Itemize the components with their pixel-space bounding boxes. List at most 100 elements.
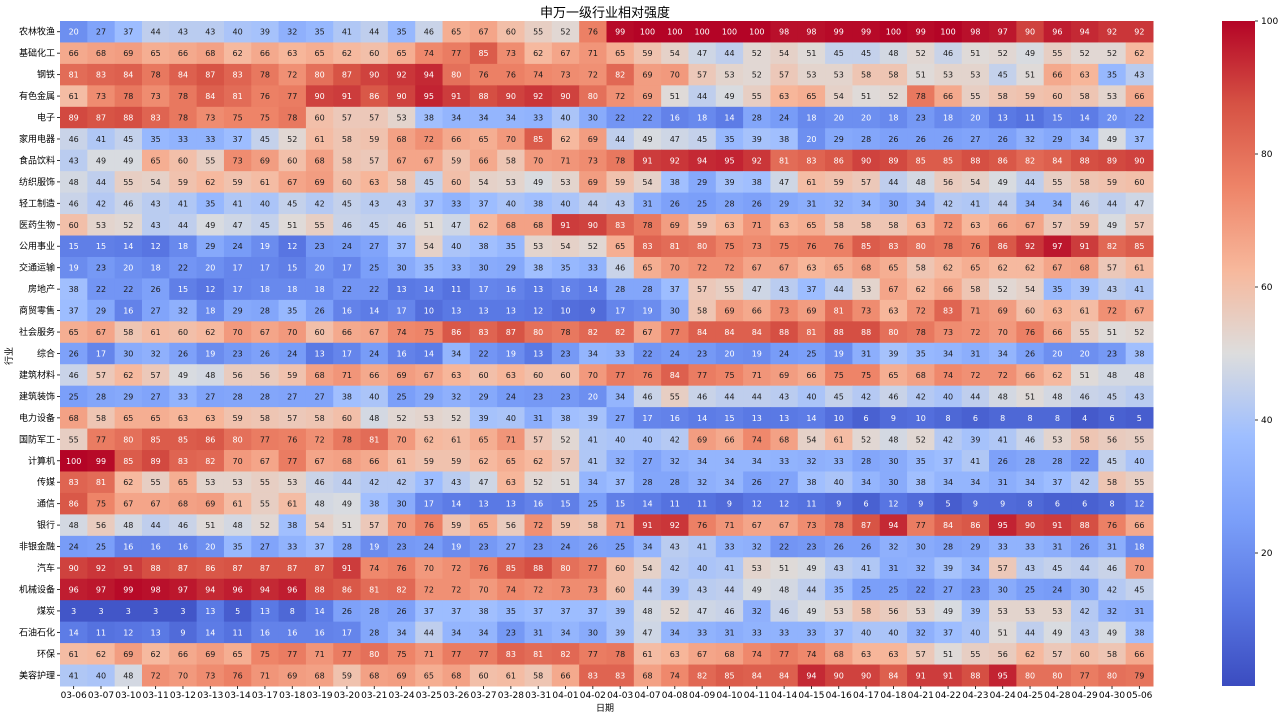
cell-value-label: 89 <box>888 156 898 165</box>
cell-value-label: 62 <box>205 328 215 337</box>
heatmap-cell <box>1016 621 1045 644</box>
heatmap-cell <box>743 214 771 237</box>
cell-value-label: 59 <box>233 414 243 423</box>
cell-value-label: 68 <box>506 221 516 230</box>
heatmap-cell <box>169 214 198 237</box>
cell-value-label: 65 <box>506 457 516 466</box>
heatmap-cell <box>114 364 143 387</box>
cell-value-label: 61 <box>396 457 406 466</box>
cell-value-label: 28 <box>233 392 243 401</box>
heatmap-cell <box>524 450 553 472</box>
cell-value-label: 44 <box>806 585 816 594</box>
heatmap-cell <box>469 471 498 494</box>
cell-value-label: 41 <box>724 564 734 573</box>
heatmap-cell <box>360 321 389 344</box>
heatmap-cell <box>770 63 799 86</box>
heatmap-cell <box>87 171 116 194</box>
heatmap-cell <box>1043 471 1072 494</box>
cell-value-label: 70 <box>396 521 406 530</box>
heatmap-cell <box>196 664 225 687</box>
heatmap-cell <box>852 557 881 580</box>
heatmap-cell <box>524 514 553 537</box>
cell-value-label: 30 <box>1080 585 1090 594</box>
x-tick-label: 03-11 <box>143 691 169 701</box>
y-tick-label: 综合 <box>37 348 55 360</box>
heatmap-cell <box>497 235 526 258</box>
cell-value-label: 45 <box>697 135 707 144</box>
heatmap-cell <box>415 149 444 172</box>
cell-value-label: 44 <box>369 28 379 37</box>
heatmap-cell <box>524 21 553 43</box>
heatmap-cell <box>87 106 116 129</box>
cell-value-label: 9 <box>727 500 732 509</box>
x-tick-label: 04-28 <box>1044 691 1070 701</box>
cell-value-label: 83 <box>615 221 625 230</box>
cell-value-label: 41 <box>861 564 871 573</box>
heatmap-cell <box>387 278 416 301</box>
cell-value-label: 24 <box>233 242 243 251</box>
cell-value-label: 80 <box>451 71 461 80</box>
heatmap-cell <box>633 321 662 344</box>
cell-value-label: 27 <box>506 543 516 552</box>
cell-value-label: 27 <box>287 392 297 401</box>
heatmap-cell <box>961 21 990 43</box>
cell-value-label: 45 <box>342 199 352 208</box>
heatmap-cell <box>1098 214 1127 237</box>
heatmap-cell <box>770 278 799 301</box>
cell-value-label: 20 <box>123 264 133 273</box>
heatmap-cell <box>797 643 826 666</box>
cell-value-label: 40 <box>615 435 625 444</box>
heatmap-cell <box>579 364 607 387</box>
cell-value-label: 77 <box>287 92 297 101</box>
heatmap-cell <box>1098 85 1127 108</box>
heatmap-cell <box>1098 256 1127 279</box>
cell-value-label: 72 <box>724 264 734 273</box>
cell-value-label: 68 <box>533 221 543 230</box>
heatmap-cell <box>606 471 635 494</box>
heatmap-cell <box>743 171 771 194</box>
cell-value-label: 43 <box>1080 628 1090 637</box>
cell-value-label: 69 <box>588 178 598 187</box>
heatmap-cell <box>223 621 252 644</box>
heatmap-cell <box>497 106 526 129</box>
heatmap-cell <box>770 235 799 258</box>
heatmap-cell <box>579 171 607 194</box>
cell-value-label: 58 <box>1080 435 1090 444</box>
cell-value-label: 26 <box>752 199 762 208</box>
heatmap-cell <box>469 557 498 580</box>
heatmap-cell <box>1043 278 1072 301</box>
cell-value-label: 63 <box>724 221 734 230</box>
cell-value-label: 90 <box>560 92 570 101</box>
cell-value-label: 15 <box>69 242 79 251</box>
heatmap-cell <box>825 643 853 666</box>
heatmap-cell <box>114 643 143 666</box>
cell-value-label: 28 <box>670 478 680 487</box>
cell-value-label: 40 <box>943 392 953 401</box>
cell-value-label: 87 <box>205 71 215 80</box>
cell-value-label: 57 <box>369 156 379 165</box>
cell-value-label: 48 <box>888 435 898 444</box>
heatmap-cell <box>661 192 689 215</box>
cell-value-label: 90 <box>69 564 79 573</box>
heatmap-cell <box>497 578 526 601</box>
heatmap-cell <box>1016 106 1045 129</box>
cell-value-label: 55 <box>1052 178 1062 187</box>
cell-value-label: 80 <box>123 435 133 444</box>
heatmap-cell <box>770 535 799 558</box>
heatmap-cell <box>797 535 826 558</box>
cell-value-label: 65 <box>151 414 161 423</box>
heatmap-cell <box>251 492 280 515</box>
cell-value-label: 17 <box>342 264 352 273</box>
cell-value-label: 34 <box>588 350 598 359</box>
heatmap-cell <box>907 450 935 472</box>
cell-value-label: 65 <box>888 371 898 380</box>
cell-value-label: 83 <box>806 156 816 165</box>
heatmap-cell <box>715 299 744 322</box>
cell-value-label: 88 <box>970 671 980 680</box>
heatmap-cell <box>169 299 198 322</box>
cell-value-label: 80 <box>1025 671 1035 680</box>
cell-value-label: 86 <box>998 242 1008 251</box>
heatmap-cell <box>743 557 771 580</box>
x-tick-label: 04-11 <box>744 691 770 701</box>
heatmap-cell <box>251 621 280 644</box>
